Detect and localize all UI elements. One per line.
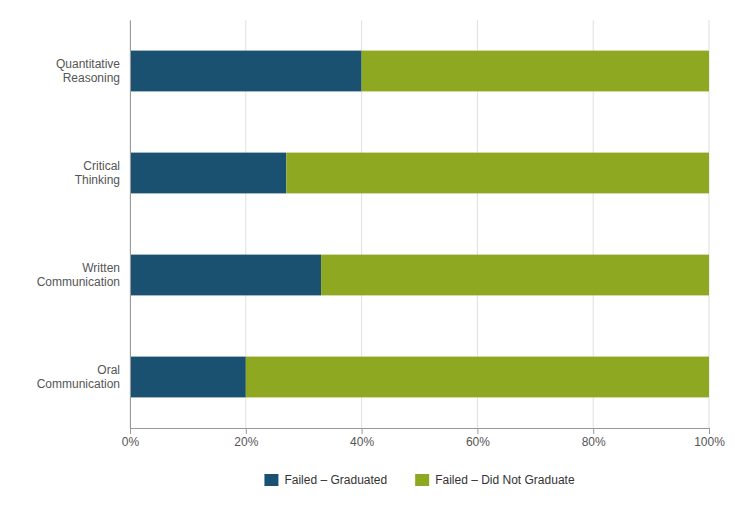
tick: 80% xyxy=(582,428,606,449)
tick-label: 20% xyxy=(234,435,258,449)
tick-mark xyxy=(130,428,131,434)
tick: 0% xyxy=(122,428,140,449)
legend-item: Failed – Did Not Graduate xyxy=(415,473,575,487)
tick-label-line: Thinking xyxy=(75,173,120,187)
tick: 20% xyxy=(234,428,258,449)
tick-label: OralCommunication xyxy=(37,363,120,391)
tick-label: 60% xyxy=(466,435,490,449)
bars xyxy=(130,51,709,398)
tick-label-line: Communication xyxy=(37,275,120,289)
axis-line xyxy=(131,429,710,435)
tick-label-line: Quantitative xyxy=(56,57,120,71)
bar xyxy=(130,51,362,92)
bar xyxy=(286,153,709,194)
bar xyxy=(321,255,709,296)
tick-label-line: Oral xyxy=(97,363,120,377)
bar xyxy=(130,357,246,398)
tick-mark xyxy=(593,428,594,434)
tick: 60% xyxy=(466,428,490,449)
legend-label: Failed – Did Not Graduate xyxy=(435,473,575,487)
series xyxy=(246,51,709,398)
tick-label-line: Critical xyxy=(83,159,120,173)
tick-label: QuantitativeReasoning xyxy=(56,57,120,85)
tick: QuantitativeReasoning xyxy=(56,57,120,85)
tick-label-line: Written xyxy=(82,261,120,275)
tick: 40% xyxy=(350,428,374,449)
legend-item: Failed – Graduated xyxy=(264,473,387,487)
plot: 0% 20% 40% 60% 80% 100% QuantitativeReasoning C… xyxy=(37,20,726,449)
tick: 100% xyxy=(694,428,725,449)
tick-label: 0% xyxy=(122,435,140,449)
legend: Failed – Graduated Failed – Did Not Gradu… xyxy=(264,473,574,487)
bar xyxy=(246,357,709,398)
tick-label: WrittenCommunication xyxy=(37,261,120,289)
grid xyxy=(130,20,709,428)
tick-mark xyxy=(246,428,247,434)
legend-swatch xyxy=(264,474,278,486)
legend-swatch xyxy=(415,474,429,486)
series xyxy=(130,51,362,398)
axis-line xyxy=(130,21,131,429)
tick-label: CriticalThinking xyxy=(75,159,120,187)
legend-label: Failed – Graduated xyxy=(284,473,387,487)
tick-mark xyxy=(477,428,478,434)
tick-label: 80% xyxy=(582,435,606,449)
bar xyxy=(362,51,709,92)
bar xyxy=(130,153,286,194)
tick: OralCommunication xyxy=(37,363,120,391)
bar xyxy=(130,255,321,296)
y-axis: QuantitativeReasoning CriticalThinking Wri… xyxy=(37,21,131,429)
tick-label-line: Communication xyxy=(37,377,120,391)
tick-label-line: Reasoning xyxy=(63,71,120,85)
tick: CriticalThinking xyxy=(75,159,120,187)
tick-mark xyxy=(362,428,363,434)
tick-label: 40% xyxy=(350,435,374,449)
tick-mark xyxy=(709,428,710,434)
tick: WrittenCommunication xyxy=(37,261,120,289)
grid-line xyxy=(130,20,131,428)
tick-label: 100% xyxy=(694,435,725,449)
chart: 0% 20% 40% 60% 80% 100% QuantitativeReasoning C… xyxy=(0,0,739,508)
x-axis: 0% 20% 40% 60% 80% 100% xyxy=(122,428,725,449)
